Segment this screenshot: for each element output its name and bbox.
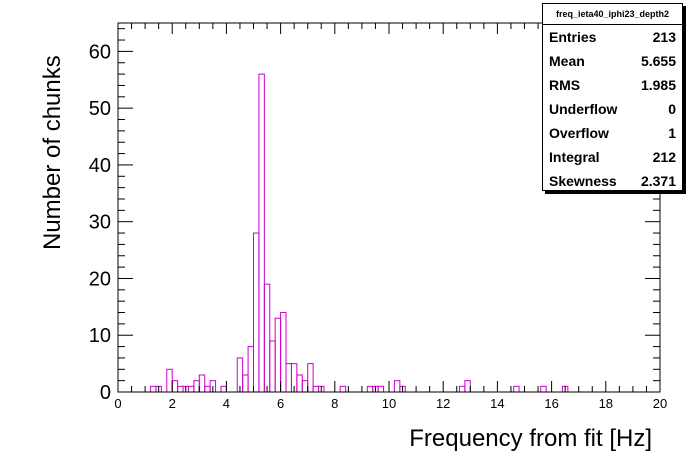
- histogram-bar: [198, 374, 206, 393]
- histogram-bar: [296, 374, 303, 393]
- x-tick-label: 14: [490, 396, 504, 411]
- x-tick-label: 18: [599, 396, 613, 411]
- histogram-bar: [242, 374, 249, 393]
- stats-value: 1.985: [640, 77, 676, 93]
- stats-value: 1: [668, 125, 676, 141]
- histogram-bar: [204, 385, 211, 393]
- histogram-bar: [285, 363, 292, 393]
- stats-value: 213: [652, 29, 676, 45]
- stats-label: Entries: [549, 29, 597, 45]
- stats-row: Skewness 2.371: [543, 169, 682, 193]
- x-axis-label: Frequency from fit [Hz]: [409, 425, 652, 452]
- histogram-bar: [274, 317, 282, 393]
- histogram-bar: [540, 385, 547, 393]
- histogram-bar: [171, 380, 179, 393]
- histogram-bar: [393, 380, 401, 393]
- x-tick-label: 10: [382, 396, 396, 411]
- histogram-bar: [177, 385, 184, 393]
- stats-row: Entries 213: [543, 25, 682, 49]
- stats-row: Mean 5.655: [543, 49, 682, 73]
- x-tick-label: 0: [114, 396, 121, 411]
- y-tick-label: 20: [89, 268, 111, 290]
- y-tick-label: 0: [100, 382, 111, 404]
- y-axis-label: Number of chunks: [39, 55, 66, 250]
- stats-label: Overflow: [549, 125, 609, 141]
- histogram-bar: [377, 385, 385, 393]
- stats-row: Integral 212: [543, 145, 682, 169]
- stats-row: Underflow 0: [543, 97, 682, 121]
- stats-box: freq_ieta40_iphi23_depth2 Entries 213 Mean…: [542, 3, 683, 191]
- x-tick-label: 16: [544, 396, 558, 411]
- stats-label: Underflow: [549, 101, 618, 117]
- stats-value: 2.371: [640, 173, 676, 189]
- y-tick-label: 40: [89, 155, 111, 177]
- stats-value: 212: [652, 149, 676, 165]
- histogram-bar: [307, 363, 314, 393]
- x-tick-label: 8: [331, 396, 338, 411]
- histogram-bar: [464, 380, 471, 393]
- histogram-bar: [280, 312, 287, 393]
- histogram-bars: [150, 73, 569, 393]
- x-tick-labels: 0 2 4 6 8 10 12 14 16 18 20: [114, 396, 667, 411]
- histogram-bar: [339, 385, 347, 393]
- y-tick-label: 50: [89, 98, 111, 120]
- y-tick-label: 30: [89, 212, 111, 234]
- histogram-bar: [253, 232, 260, 393]
- stats-rows: Entries 213 Mean 5.655 RMS 1.985 Underflow 0 Ove…: [543, 25, 682, 193]
- histogram-bar: [366, 385, 374, 393]
- histogram-bar: [301, 380, 309, 393]
- x-tick-label: 4: [223, 396, 230, 411]
- histogram-bar: [220, 385, 227, 393]
- histogram-bar: [193, 380, 200, 393]
- x-tick-label: 12: [436, 396, 450, 411]
- stats-title: freq_ieta40_iphi23_depth2: [543, 4, 682, 25]
- y-tick-label: 10: [89, 325, 111, 347]
- histogram-bar: [312, 385, 320, 393]
- stats-label: RMS: [549, 77, 581, 93]
- histogram-bar: [263, 283, 271, 393]
- x-tick-label: 20: [653, 396, 667, 411]
- y-tick-labels: 0 10 20 30 40 50 60: [89, 41, 111, 404]
- histogram-bar: [458, 385, 466, 393]
- histogram-bar: [258, 73, 265, 393]
- stats-row: Overflow 1: [543, 121, 682, 145]
- histogram-bar: [513, 385, 520, 393]
- histogram-bar: [166, 368, 173, 393]
- stats-value: 5.655: [640, 53, 676, 69]
- stats-label: Mean: [549, 53, 585, 69]
- x-tick-label: 2: [169, 396, 176, 411]
- histogram-bar: [187, 385, 195, 393]
- stats-label: Integral: [549, 149, 600, 165]
- stats-row: RMS 1.985: [543, 73, 682, 97]
- y-tick-label: 60: [89, 41, 111, 63]
- histogram-bar: [247, 346, 255, 393]
- stats-label: Skewness: [549, 173, 617, 189]
- histogram-bar: [269, 340, 276, 393]
- x-tick-label: 6: [277, 396, 284, 411]
- histogram-bar: [150, 385, 157, 393]
- stats-value: 0: [668, 101, 676, 117]
